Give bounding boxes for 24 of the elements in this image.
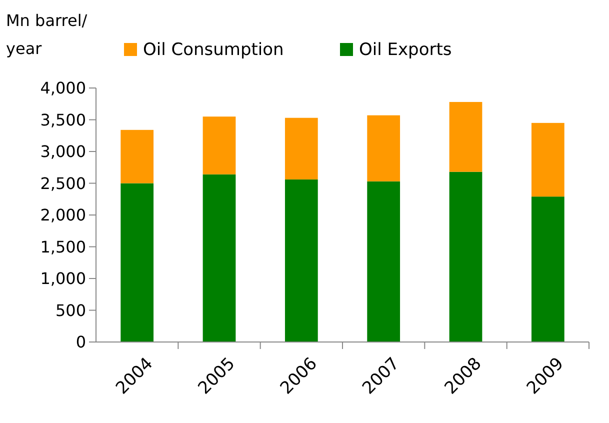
y-tick-label: 0: [76, 332, 86, 352]
legend-label: Oil Exports: [359, 40, 452, 60]
y-tick-label: 1,500: [40, 237, 86, 256]
bar: [367, 181, 400, 342]
y-tick-label: 3,000: [40, 142, 86, 162]
y-tick-label: 2,000: [40, 206, 86, 225]
y-tick-label: 1,000: [40, 269, 86, 288]
bar: [284, 118, 318, 180]
bar: [284, 179, 318, 342]
bar: [367, 115, 400, 182]
bar: [449, 102, 482, 172]
bar: [531, 196, 564, 342]
y-tick-label: 4,000: [40, 78, 86, 98]
bar: [449, 172, 482, 342]
y-axis-title: Mn barrel/ year: [6, 11, 88, 58]
bar: [120, 183, 154, 342]
bar: [202, 174, 236, 342]
bar: [531, 122, 564, 197]
y-tick-label: 3,500: [40, 110, 86, 130]
bar: [120, 130, 154, 184]
y-tick-label: 500: [55, 300, 86, 320]
y-tick-label: 2,500: [40, 174, 86, 193]
bar: [202, 116, 236, 174]
legend-label: Oil Consumption: [143, 40, 284, 60]
